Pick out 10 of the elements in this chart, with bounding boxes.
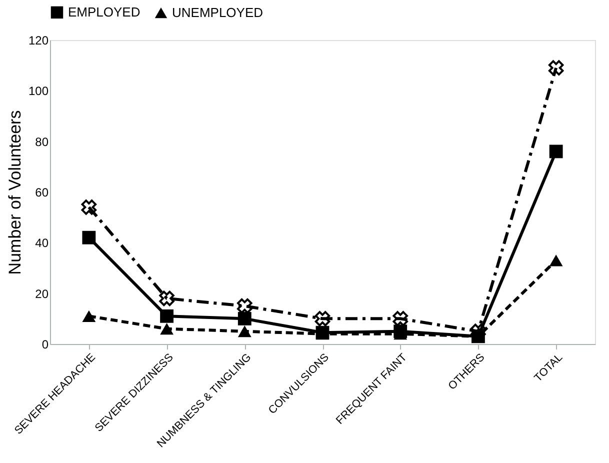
- y-tick-label: 0: [42, 338, 49, 352]
- y-tick-label: 80: [35, 134, 49, 149]
- legend-label: EMPLOYED: [68, 4, 140, 20]
- y-tick-label: 60: [35, 186, 49, 200]
- y-axis-title: Number of Volunteers: [5, 110, 24, 275]
- y-tick-label: 40: [35, 236, 49, 250]
- y-tick-label: 20: [35, 286, 49, 301]
- legend-label: UNEMPLOYED: [172, 4, 264, 20]
- y-tick-label: 100: [28, 84, 49, 98]
- y-tick-label: 120: [28, 34, 49, 48]
